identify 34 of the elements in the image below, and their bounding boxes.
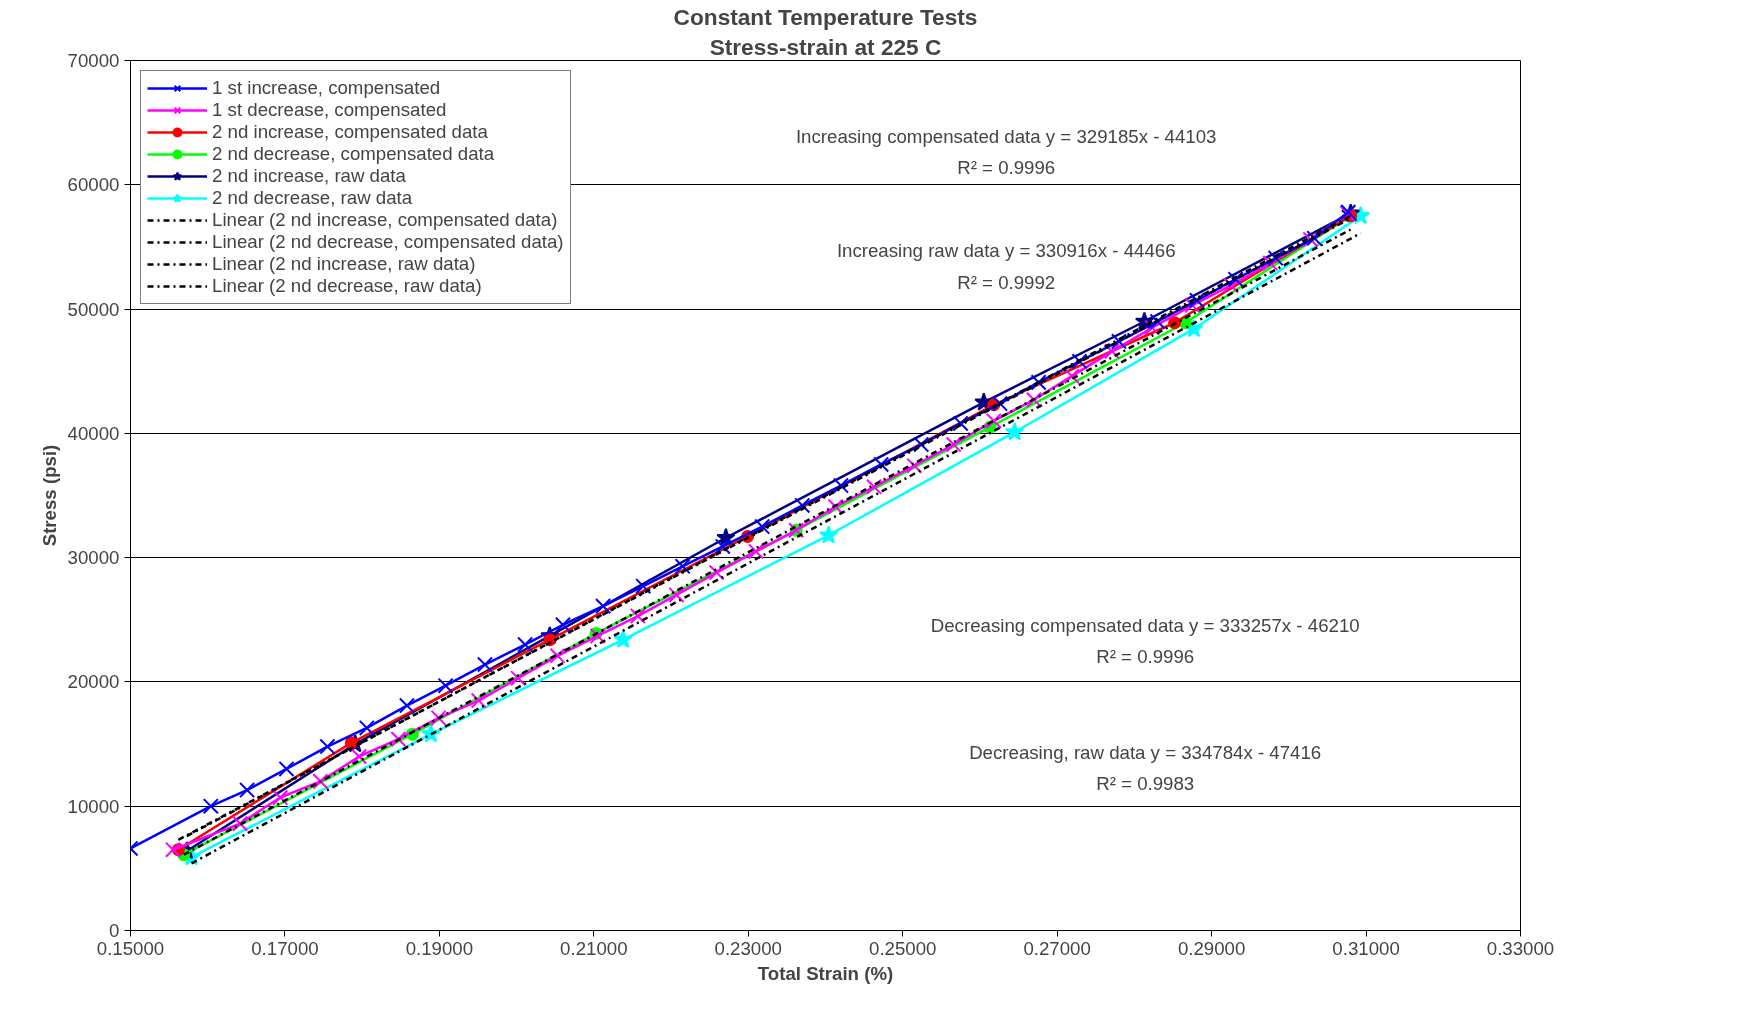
legend-label: 2 nd decrease, raw data [212,187,413,209]
y-tick-label: 50000 [67,298,120,320]
legend-label: 2 nd increase, raw data [212,165,406,187]
legend-label: 1 st decrease, compensated [212,99,447,121]
annotation: Decreasing, raw data y = 334784x - 47416 R² = 0.9983 [969,741,1322,795]
legend-label: Linear (2 nd increase, compensated data) [212,209,558,231]
y-tick-label: 70000 [67,50,120,71]
x-tick-label: 0.31000 [1332,937,1400,959]
y-axis-title: Stress (psi) [38,444,60,547]
legend-label: Linear (2 nd decrease, raw data) [212,275,482,297]
annotation: Increasing compensated data y = 329185x - 44103 R² = 0.9996 [795,125,1217,179]
y-tick-label: 20000 [67,671,120,693]
y-tick-label: 40000 [67,422,120,444]
x-tick-label: 0.19000 [405,937,474,959]
annotation: Decreasing compensated data y = 333257x - 46210 R² = 0.9996 [930,614,1360,668]
x-tick-label: 0.21000 [560,937,628,959]
legend-label: Linear (2 nd increase, raw data) [212,253,476,275]
x-tick-label: 0.27000 [1023,937,1091,959]
x-tick-label: 0.29000 [1177,937,1246,959]
legend-label: 2 nd increase, compensated data [212,121,488,143]
x-tick-label: 0.23000 [714,937,783,959]
legend-label: 2 nd decrease, compensated data [212,143,495,165]
chart-subtitle: Stress-strain at 225 C [709,33,942,60]
x-tick-label: 0.25000 [869,937,937,959]
legend-label: Linear (2 nd decrease, compensated data) [212,231,564,253]
legend-label: 1 st increase, compensated [212,77,441,99]
y-tick-label: 30000 [67,547,120,569]
x-tick-label: 0.17000 [251,937,319,959]
y-tick-label: 10000 [67,795,120,817]
chart-title: Constant Temperature Tests [673,3,978,30]
x-tick-label: 0.33000 [1486,937,1555,959]
x-axis-title: Total Strain (%) [757,962,894,984]
annotation: Increasing raw data y = 330916x - 44466 R² = 0.9992 [836,240,1176,293]
y-tick-label: 60000 [67,174,120,196]
